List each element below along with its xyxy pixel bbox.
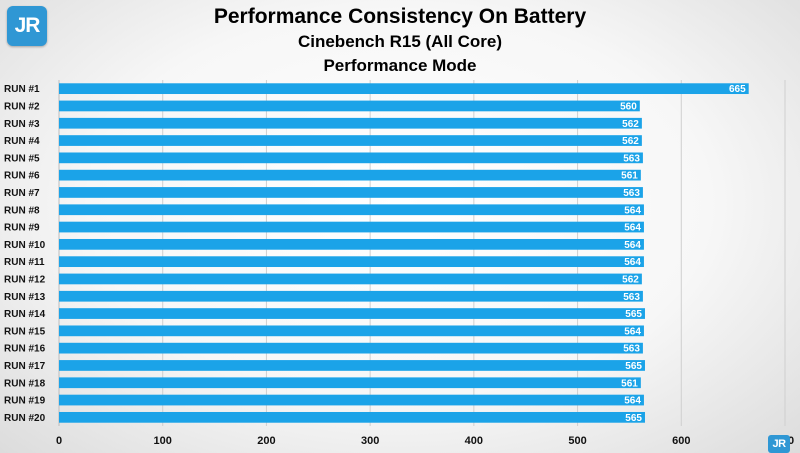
category-label: RUN #2 [4, 101, 40, 112]
category-label: RUN #8 [4, 205, 40, 216]
brand-logo-small: JR [768, 435, 790, 453]
bar [59, 290, 643, 302]
category-label: RUN #14 [4, 309, 46, 320]
data-label: 565 [625, 413, 642, 424]
x-tick-label: 200 [257, 435, 275, 447]
category-label: RUN #1 [4, 84, 40, 95]
data-label: 564 [624, 240, 641, 251]
category-label: RUN #4 [4, 136, 40, 147]
bar [59, 238, 644, 250]
bar [59, 204, 644, 216]
bar [59, 256, 644, 268]
category-label: RUN #7 [4, 188, 40, 199]
bar [59, 377, 641, 389]
bar [59, 152, 643, 164]
bar [59, 100, 640, 112]
category-label: RUN #13 [4, 292, 46, 303]
data-label: 665 [729, 84, 746, 95]
bar [59, 308, 645, 319]
category-label: RUN #19 [4, 396, 46, 407]
bar [59, 342, 643, 354]
data-label: 564 [624, 326, 641, 337]
chart-subtitle-mode: Performance Mode [323, 56, 477, 75]
data-label: 564 [624, 223, 641, 234]
category-label: RUN #16 [4, 344, 46, 355]
data-label: 565 [625, 309, 642, 320]
data-label: 562 [622, 274, 639, 285]
category-label: RUN #18 [4, 378, 46, 389]
bar [59, 273, 642, 285]
bar [59, 83, 749, 95]
x-tick-label: 0 [56, 435, 62, 447]
x-tick-label: 600 [672, 435, 690, 447]
bar [59, 394, 644, 406]
bar [59, 325, 644, 337]
category-label: RUN #10 [4, 240, 46, 251]
data-label: 565 [625, 361, 642, 372]
x-tick-label: 400 [465, 435, 483, 447]
category-label: RUN #3 [4, 119, 40, 130]
data-label: 563 [623, 153, 640, 164]
category-label: RUN #17 [4, 361, 46, 372]
category-label: RUN #9 [4, 223, 40, 234]
data-label: 564 [624, 257, 641, 268]
data-label: 563 [623, 344, 640, 355]
brand-logo: JR [7, 6, 47, 46]
chart-title: Performance Consistency On Battery [213, 5, 587, 28]
bar [59, 187, 643, 198]
bar [59, 117, 642, 129]
chart-titles: Performance Consistency On Battery Cineb… [0, 4, 800, 78]
category-label: RUN #5 [4, 153, 40, 164]
category-label: RUN #6 [4, 171, 40, 182]
bar [59, 135, 642, 146]
x-tick-label: 100 [154, 435, 172, 447]
data-label: 563 [623, 292, 640, 303]
bar [59, 360, 645, 371]
bar [59, 221, 644, 233]
category-label: RUN #20 [4, 413, 46, 424]
data-label: 562 [622, 119, 639, 130]
bar [59, 411, 645, 423]
data-label: 564 [624, 205, 641, 216]
data-label: 560 [620, 101, 637, 112]
bar [59, 169, 641, 181]
x-tick-label: 300 [361, 435, 379, 447]
category-label: RUN #15 [4, 326, 46, 337]
data-label: 562 [622, 136, 639, 147]
category-label: RUN #11 [4, 257, 45, 268]
data-label: 564 [624, 396, 641, 407]
x-tick-label: 500 [568, 435, 586, 447]
data-label: 563 [623, 188, 640, 199]
data-label: 561 [621, 378, 638, 389]
data-label: 561 [621, 171, 638, 182]
chart-subtitle: Cinebench R15 (All Core) [297, 32, 503, 51]
category-label: RUN #12 [4, 274, 46, 285]
